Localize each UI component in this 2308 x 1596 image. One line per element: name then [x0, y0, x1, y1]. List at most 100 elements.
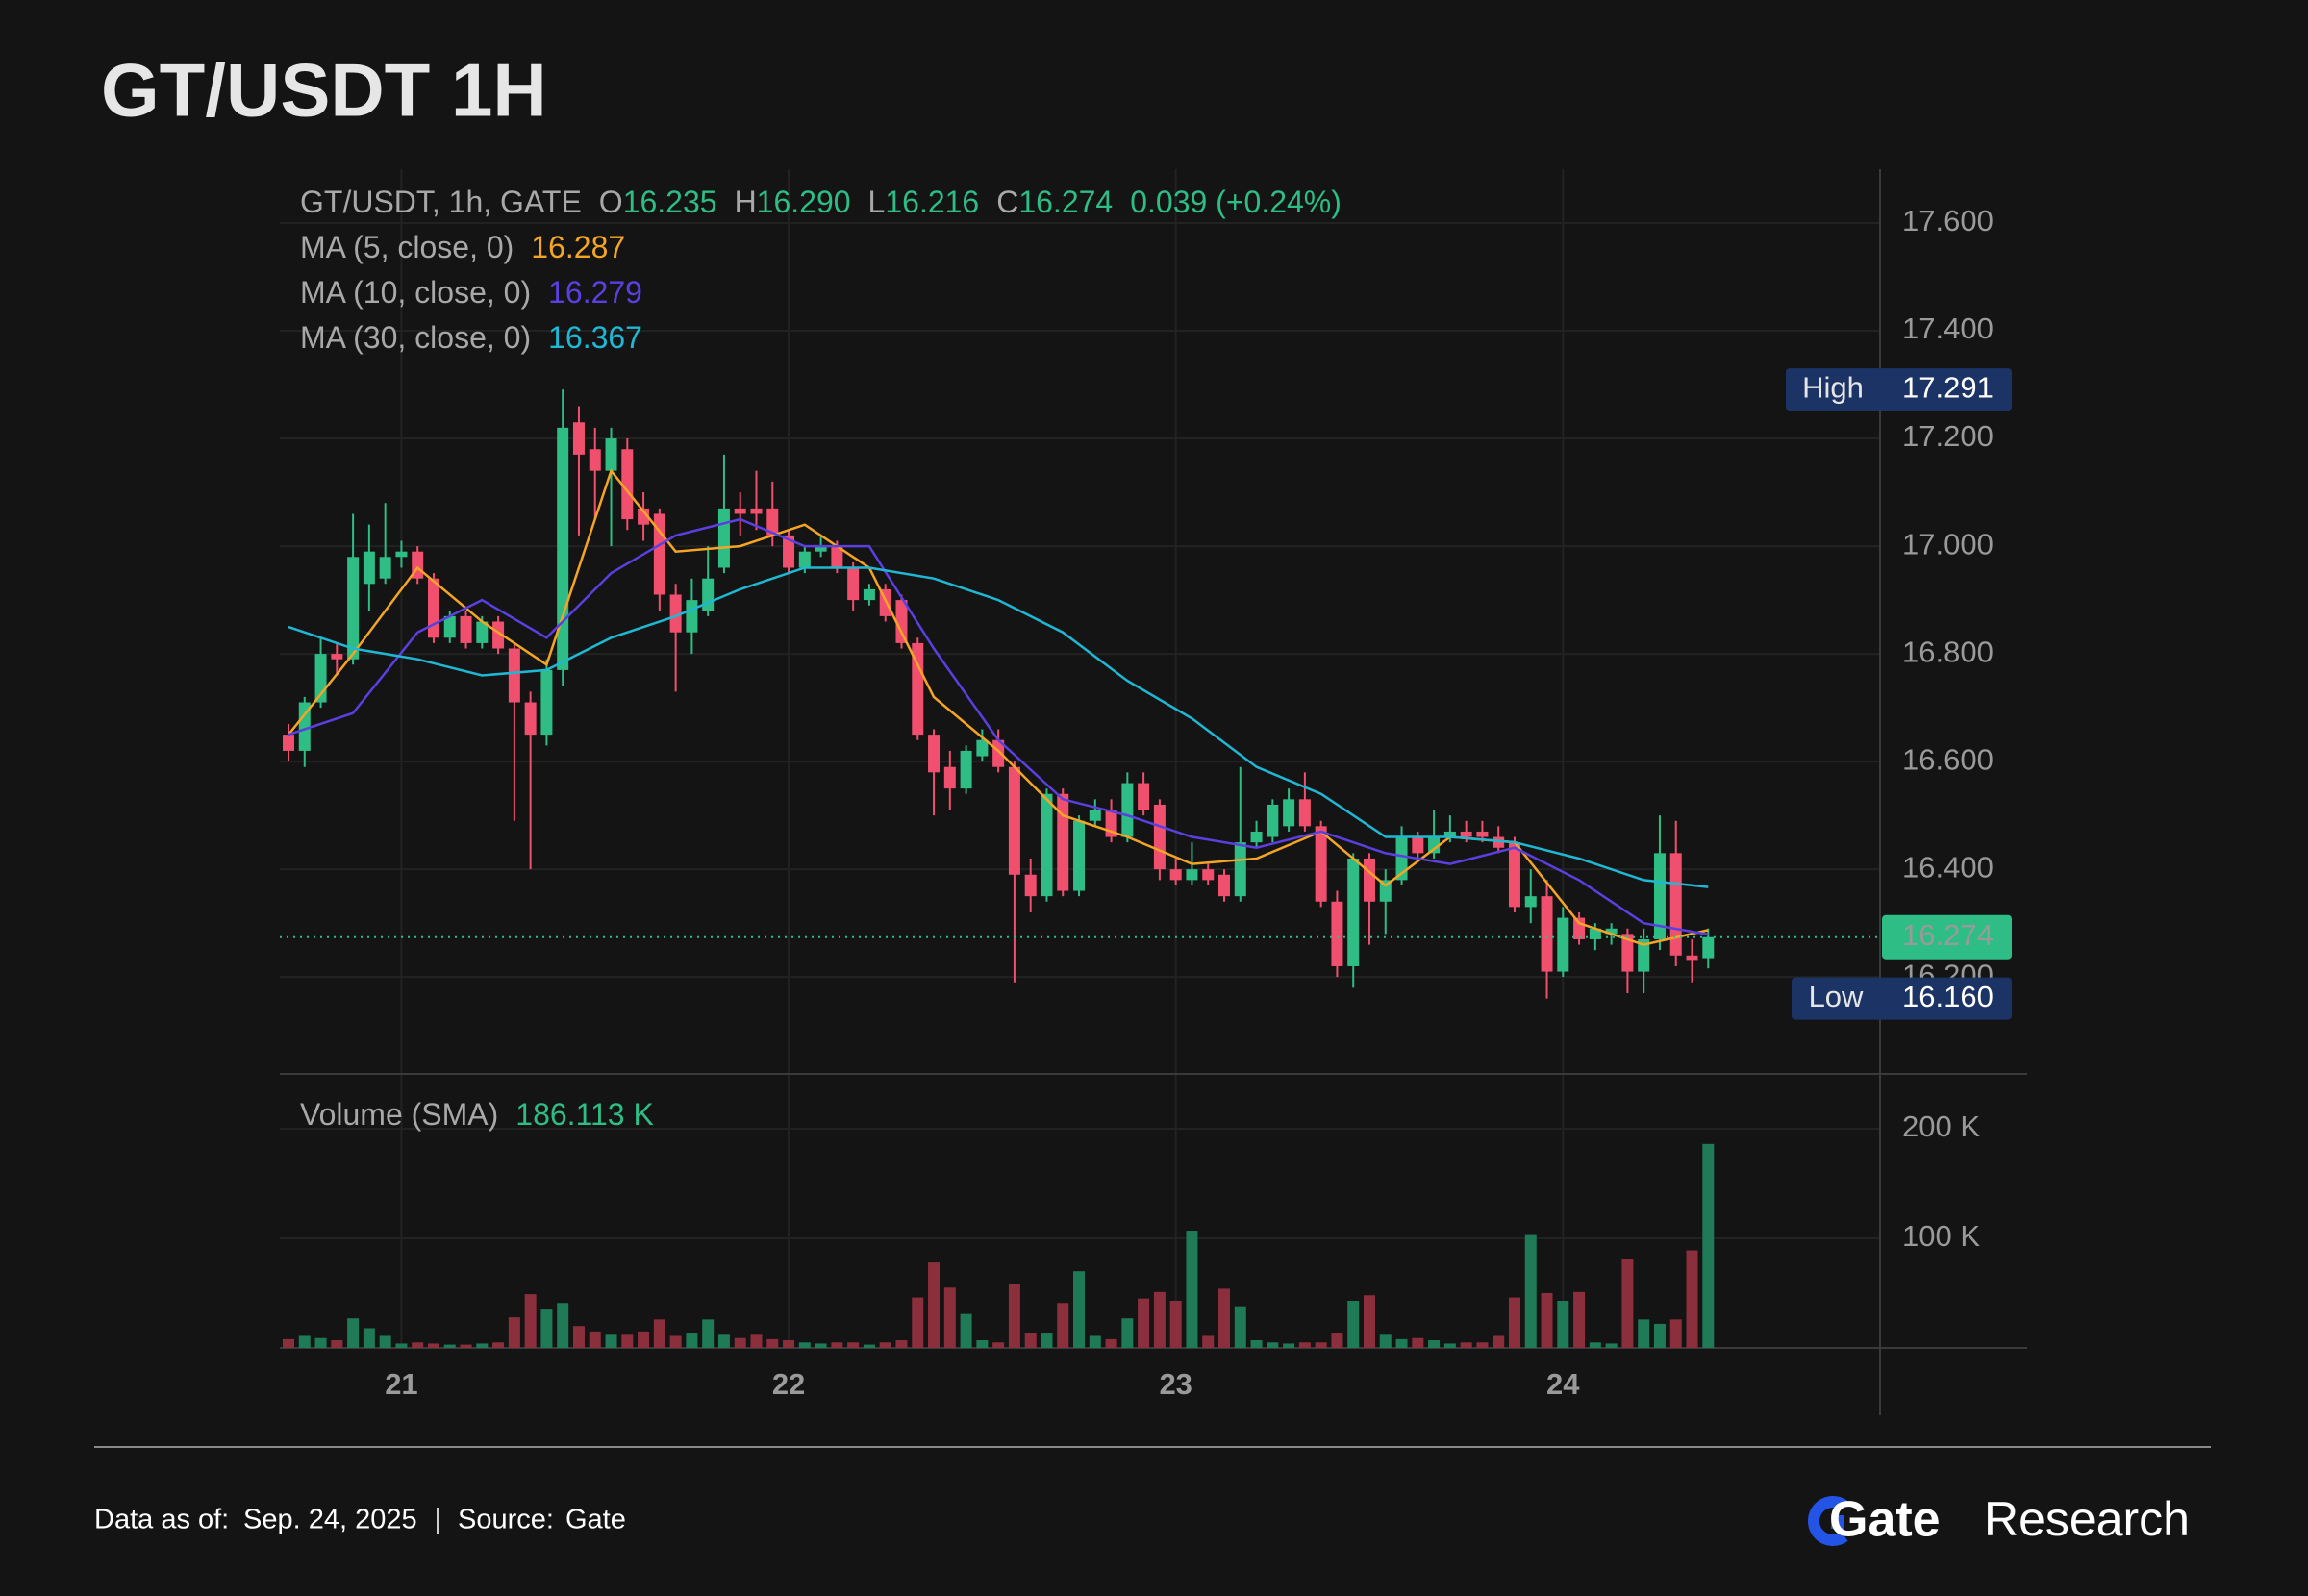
- y-tick-label: 16.600: [1902, 742, 1994, 776]
- volume-bar: [1460, 1342, 1472, 1348]
- volume-bar: [717, 1334, 730, 1348]
- candle-body: [863, 588, 875, 601]
- volume-bar: [492, 1342, 505, 1348]
- ma-legend-entry: MA (30, close, 0) 16.367: [300, 320, 642, 355]
- candle-body: [1186, 869, 1198, 881]
- candle-body: [1041, 793, 1053, 897]
- volume-bar: [314, 1337, 327, 1348]
- volume-bar: [1557, 1300, 1569, 1348]
- low-value: 16.216: [885, 185, 979, 219]
- volume-label: Volume (SMA): [300, 1097, 498, 1132]
- volume-bar: [831, 1342, 843, 1348]
- volume-legend: Volume (SMA) 186.113 K: [300, 1097, 654, 1132]
- y-tick-label: 17.000: [1902, 527, 1994, 561]
- high-marker-label: High: [1802, 370, 1864, 404]
- low-marker-label: Low: [1809, 980, 1864, 1013]
- volume-bar: [1638, 1319, 1650, 1348]
- brand-logo: Gate Research: [1808, 1492, 2190, 1548]
- volume-bar: [766, 1338, 779, 1348]
- volume-bar: [1493, 1335, 1505, 1348]
- x-tick-label: 21: [385, 1367, 417, 1401]
- volume-bar: [331, 1340, 343, 1348]
- volume-tick-label: 200 K: [1902, 1110, 1980, 1143]
- candle-body: [702, 578, 715, 611]
- volume-bar: [638, 1331, 650, 1348]
- volume-bar: [1653, 1323, 1666, 1348]
- candle-body: [1412, 836, 1424, 854]
- candle-body: [1428, 836, 1441, 854]
- logo-icon: [1808, 1496, 1848, 1546]
- candle-body: [1267, 804, 1279, 837]
- volume-bar: [798, 1342, 811, 1348]
- ma-name: MA (5, close, 0): [300, 230, 514, 264]
- volume-bar: [847, 1342, 860, 1348]
- candle-body: [379, 557, 391, 579]
- y-tick-label: 16.400: [1902, 850, 1994, 884]
- volume-bar: [1169, 1300, 1182, 1348]
- candle-body: [1460, 831, 1472, 837]
- logo-icon-square: [1831, 1515, 1844, 1529]
- volume-bar: [557, 1303, 569, 1348]
- low-marker-box: [1792, 977, 2012, 1020]
- candle-body: [1573, 917, 1586, 939]
- candle-body: [1638, 938, 1650, 972]
- volume-bar: [1218, 1288, 1231, 1348]
- candle-body: [492, 621, 505, 649]
- volume-bar: [1395, 1338, 1408, 1348]
- candle-body: [1524, 896, 1537, 908]
- candle-body: [508, 648, 520, 703]
- candle-body: [638, 508, 650, 525]
- ma-line: [288, 566, 1709, 888]
- candle-body: [783, 535, 795, 568]
- candle-body: [976, 739, 989, 757]
- candle-body: [427, 578, 439, 638]
- volume-bar: [879, 1342, 891, 1348]
- candle-body: [992, 739, 1005, 767]
- candle-body: [572, 422, 585, 455]
- volume-bar: [1008, 1284, 1020, 1348]
- volume-bar: [1250, 1340, 1263, 1348]
- candle-body: [1331, 901, 1343, 966]
- volume-bar: [1605, 1343, 1618, 1348]
- volume-bar: [1267, 1342, 1279, 1348]
- candle-body: [1605, 928, 1618, 935]
- high-value: 16.290: [757, 185, 851, 219]
- candle-body: [1250, 831, 1263, 843]
- volume-bar: [412, 1342, 424, 1348]
- candle-body: [1508, 842, 1520, 908]
- volume-bar: [1443, 1343, 1456, 1348]
- volume-bar: [960, 1313, 972, 1348]
- y-tick-label: 17.200: [1902, 419, 1994, 453]
- volume-bar: [1234, 1306, 1246, 1348]
- y-tick-label: 16.800: [1902, 635, 1994, 668]
- candle-body: [1379, 880, 1392, 902]
- volume-bar: [572, 1326, 585, 1348]
- volume-bar: [508, 1317, 520, 1348]
- volume-bar: [1315, 1342, 1327, 1348]
- last-price-label: 16.274: [1902, 918, 1994, 952]
- candle-body: [1557, 917, 1569, 972]
- candle-body: [1669, 853, 1682, 956]
- candle-body: [363, 551, 375, 585]
- volume-bar: [1702, 1143, 1715, 1348]
- volume-tick-label: 100 K: [1902, 1219, 1980, 1253]
- candle-body: [1653, 853, 1666, 939]
- candle-body: [943, 766, 956, 789]
- source: Gate: [565, 1505, 626, 1535]
- date-label: Data as of:: [94, 1505, 229, 1535]
- volume-bar: [928, 1262, 941, 1348]
- candle-body: [815, 546, 827, 552]
- candle-body: [669, 594, 682, 633]
- candle-body: [847, 567, 860, 601]
- volume-bar: [427, 1343, 439, 1348]
- volume-bar: [621, 1334, 634, 1348]
- candle-body: [1476, 831, 1489, 837]
- volume-bar: [347, 1318, 360, 1348]
- volume-bar: [895, 1340, 908, 1348]
- volume-bar: [1121, 1318, 1134, 1348]
- volume-bar: [686, 1333, 698, 1348]
- ma-value: 16.367: [548, 320, 642, 355]
